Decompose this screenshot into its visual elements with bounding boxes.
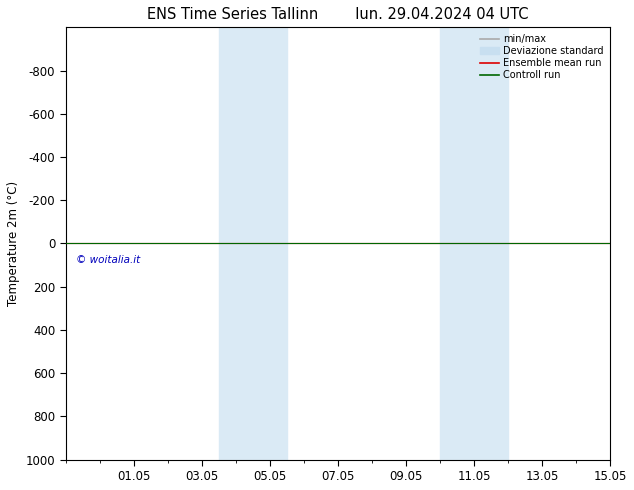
Text: © woitalia.it: © woitalia.it [75, 255, 140, 266]
Title: ENS Time Series Tallinn        lun. 29.04.2024 04 UTC: ENS Time Series Tallinn lun. 29.04.2024 … [147, 7, 529, 22]
Legend: min/max, Deviazione standard, Ensemble mean run, Controll run: min/max, Deviazione standard, Ensemble m… [478, 32, 605, 82]
Y-axis label: Temperature 2m (°C): Temperature 2m (°C) [7, 181, 20, 306]
Bar [440, 27, 508, 460]
Bar [219, 27, 287, 460]
